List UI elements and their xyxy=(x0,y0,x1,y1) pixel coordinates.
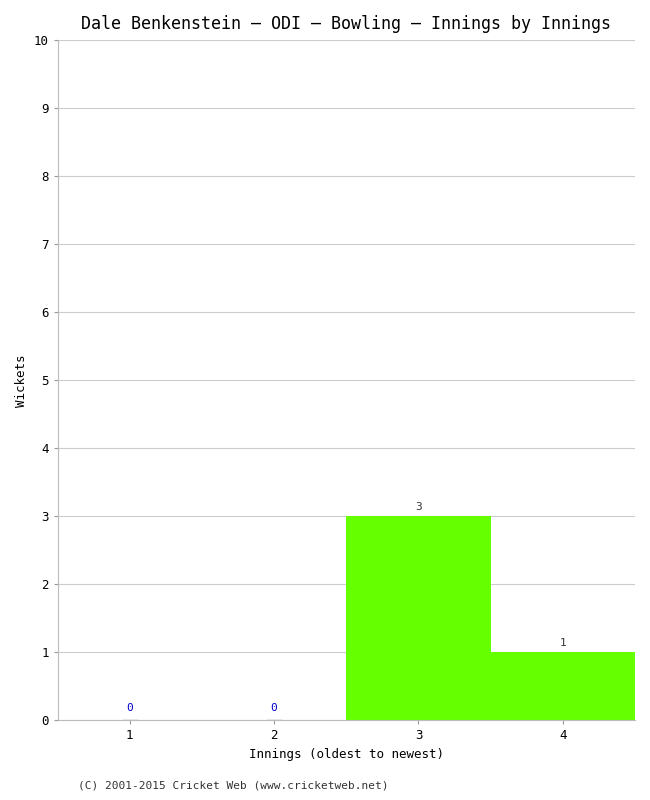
Y-axis label: Wickets: Wickets xyxy=(15,354,28,406)
Bar xyxy=(491,652,635,721)
Text: 1: 1 xyxy=(560,638,566,648)
Text: 3: 3 xyxy=(415,502,422,512)
Bar xyxy=(346,516,491,721)
Text: 0: 0 xyxy=(271,703,278,714)
Title: Dale Benkenstein – ODI – Bowling – Innings by Innings: Dale Benkenstein – ODI – Bowling – Innin… xyxy=(81,15,611,33)
X-axis label: Innings (oldest to newest): Innings (oldest to newest) xyxy=(249,748,444,761)
Text: 0: 0 xyxy=(126,703,133,714)
Text: (C) 2001-2015 Cricket Web (www.cricketweb.net): (C) 2001-2015 Cricket Web (www.cricketwe… xyxy=(78,781,389,790)
